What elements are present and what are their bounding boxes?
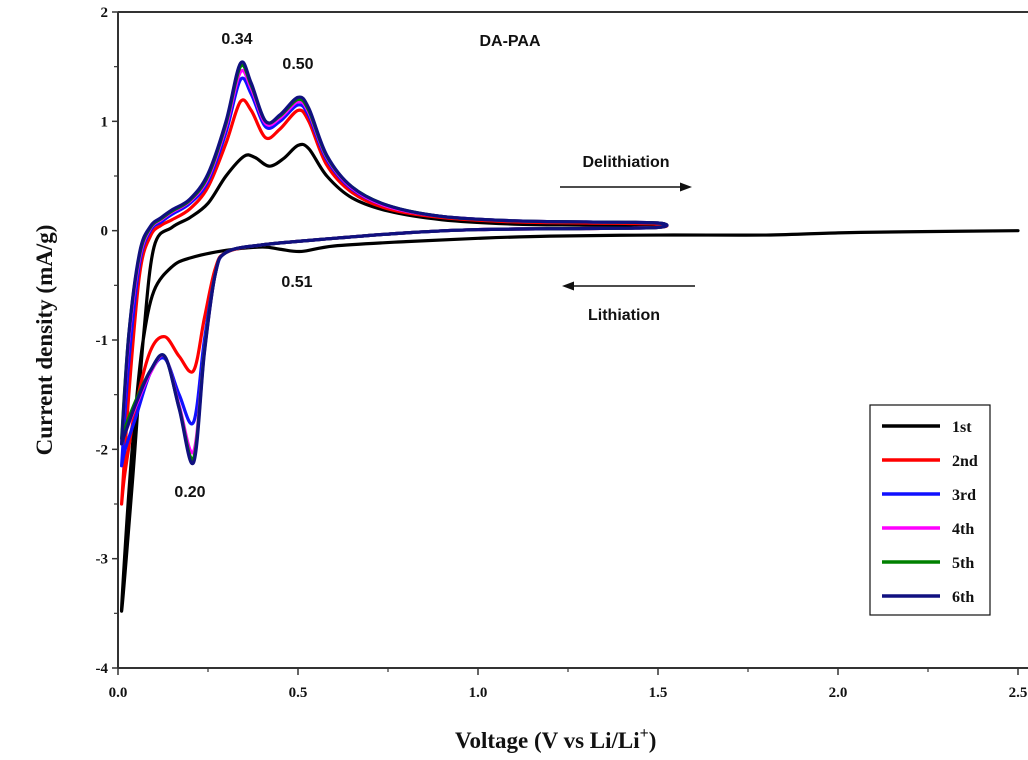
chart-title: DA-PAA xyxy=(479,33,540,50)
legend-label: 5th xyxy=(952,555,974,572)
series-group xyxy=(119,60,1020,613)
x-axis-label: Voltage (V vs Li/Li+) xyxy=(455,725,656,753)
x-tick-label: 1.0 xyxy=(469,685,488,701)
delithiation-arrow xyxy=(560,182,692,192)
lithiation-arrow xyxy=(562,281,695,291)
x-axis-label-sup: + xyxy=(640,725,649,742)
series-line-4th xyxy=(120,69,669,455)
series-line-3rd xyxy=(120,76,669,468)
series-line-1st xyxy=(119,142,1020,613)
annotation-peak-020: 0.20 xyxy=(174,484,205,501)
y-tick-label: 0 xyxy=(101,224,109,240)
x-tick-label: 0.0 xyxy=(109,685,128,701)
x-tick-label: 1.5 xyxy=(649,685,668,701)
annotation-delithiation: Delithiation xyxy=(582,154,669,171)
x-axis-label-close: ) xyxy=(649,728,657,753)
y-tick-label: -1 xyxy=(96,333,109,349)
y-tick-label: 2 xyxy=(101,5,109,21)
legend-label: 4th xyxy=(952,521,974,538)
legend: 1st 2nd 3rd 4th 5th 6th xyxy=(869,404,991,616)
y-tick-label: -2 xyxy=(96,442,109,458)
x-tick-label: 2.5 xyxy=(1009,685,1028,701)
annotation-peak-051: 0.51 xyxy=(281,274,312,291)
legend-label: 1st xyxy=(952,419,972,436)
x-tick-label: 2.0 xyxy=(829,685,848,701)
legend-label: 3rd xyxy=(952,487,976,504)
y-tick-label: -3 xyxy=(96,552,109,568)
legend-label: 6th xyxy=(952,589,974,606)
x-axis-label-main: Voltage (V vs Li/Li xyxy=(455,728,640,753)
annotation-peak-034: 0.34 xyxy=(221,31,252,48)
y-tick-label: -4 xyxy=(96,661,109,677)
annotation-peak-050: 0.50 xyxy=(282,56,313,73)
series-line-5th xyxy=(120,63,669,462)
y-tick-label: 1 xyxy=(101,114,109,130)
legend-label: 2nd xyxy=(952,453,978,470)
axes: 2 1 0 -1 -2 -3 -40.0 0.5 1.0 1.5 2.0 2.5 xyxy=(96,5,1028,701)
series-line-6th xyxy=(120,60,669,466)
x-tick-label: 0.5 xyxy=(289,685,308,701)
annotation-lithiation: Lithiation xyxy=(588,307,660,324)
y-axis-label: Current density (mA/g) xyxy=(32,225,57,456)
